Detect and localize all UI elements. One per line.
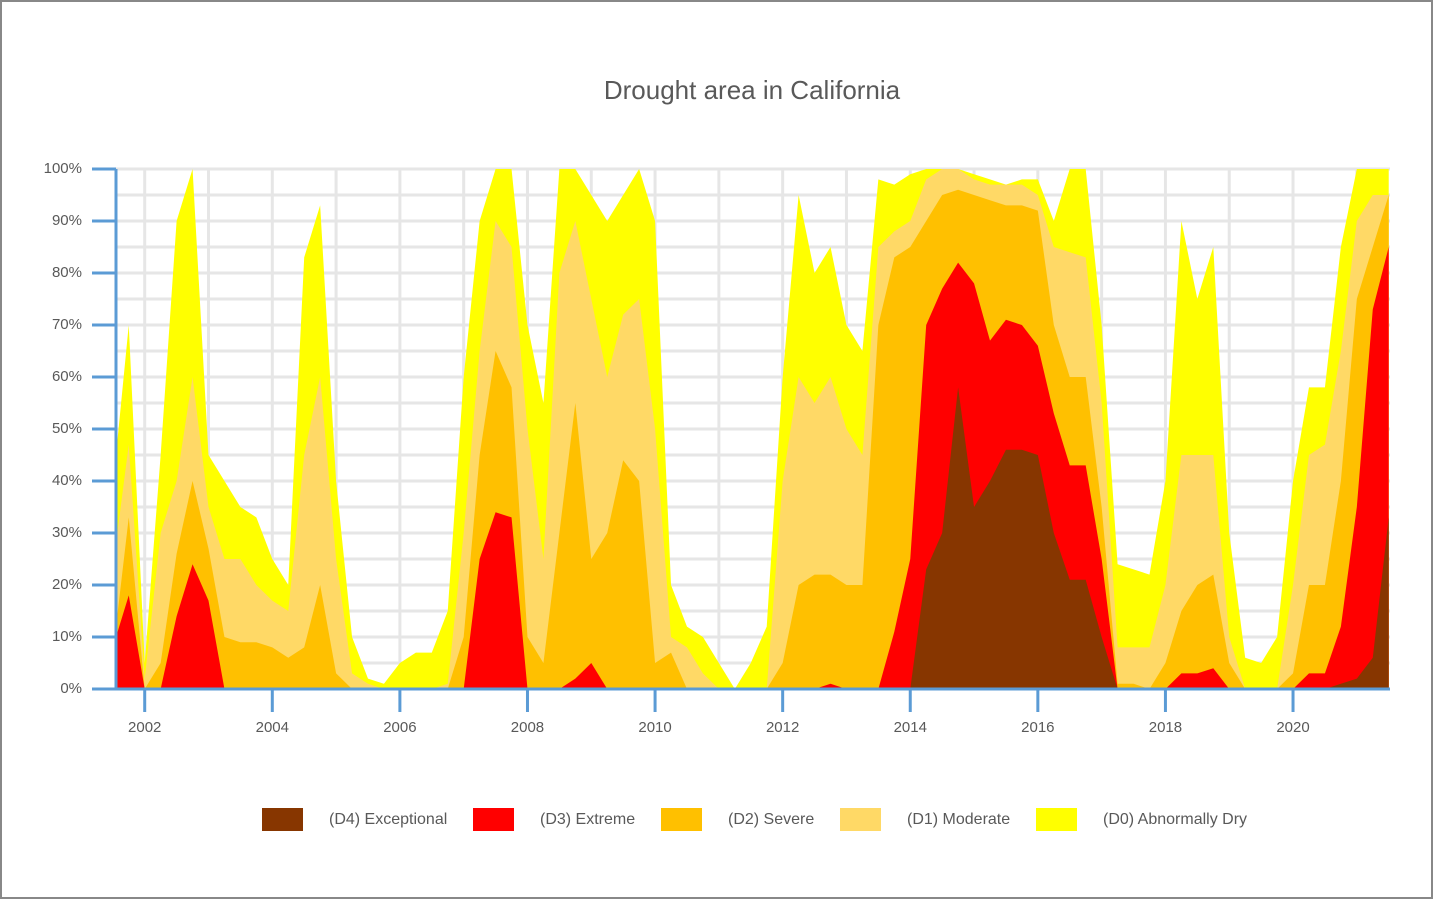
legend-label: (D1) Moderate: [907, 811, 1010, 828]
x-tick-label: 2006: [383, 719, 416, 736]
y-tick-label: 70%: [52, 316, 82, 333]
axes: 0% 10% 20% 30% 40% 50% 60% 70% 80% 90% 100% 2002 200…: [44, 160, 1390, 736]
x-tick-label: 2020: [1276, 719, 1309, 736]
x-tick-label: 2002: [128, 719, 161, 736]
area: [116, 387, 1389, 689]
x-tick-label: 2014: [894, 719, 927, 736]
legend-swatch: [661, 808, 702, 831]
y-tick-label: 20%: [52, 576, 82, 593]
areas: [116, 169, 1389, 690]
legend-label: (D0) Abnormally Dry: [1103, 811, 1247, 828]
legend-swatch: [840, 808, 881, 831]
legend-swatch: [262, 808, 303, 831]
y-tick-label: 100%: [44, 160, 82, 177]
legend-swatch: [1036, 808, 1077, 831]
chart-title: Drought area in California: [604, 75, 901, 105]
y-tick-label: 0%: [60, 680, 82, 697]
x-tick-label: 2018: [1149, 719, 1182, 736]
y-tick-label: 30%: [52, 524, 82, 541]
x-tick-label: 2016: [1021, 719, 1054, 736]
y-tick-label: 60%: [52, 368, 82, 385]
y-tick-label: 40%: [52, 472, 82, 489]
y-tick-label: 90%: [52, 212, 82, 229]
x-tick-label: 2010: [638, 719, 671, 736]
y-tick-label: 10%: [52, 628, 82, 645]
legend-label: (D2) Severe: [728, 811, 814, 828]
legend: (D4) Exceptional (D3) Extreme (D2) Severe (…: [262, 808, 1247, 831]
x-tick-label: 2008: [511, 719, 544, 736]
x-tick-label: 2004: [256, 719, 289, 736]
x-tick-label: 2012: [766, 719, 799, 736]
area: [116, 247, 1389, 689]
y-tick-label: 80%: [52, 264, 82, 281]
legend-swatch: [473, 808, 514, 831]
y-tick-label: 50%: [52, 420, 82, 437]
legend-label: (D4) Exceptional: [329, 811, 447, 828]
legend-label: (D3) Extreme: [540, 811, 635, 828]
